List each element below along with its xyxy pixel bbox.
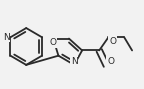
Text: O: O xyxy=(107,57,114,66)
Text: N: N xyxy=(3,33,10,42)
Text: O: O xyxy=(50,38,57,47)
Text: O: O xyxy=(109,37,116,46)
Text: N: N xyxy=(71,57,78,66)
